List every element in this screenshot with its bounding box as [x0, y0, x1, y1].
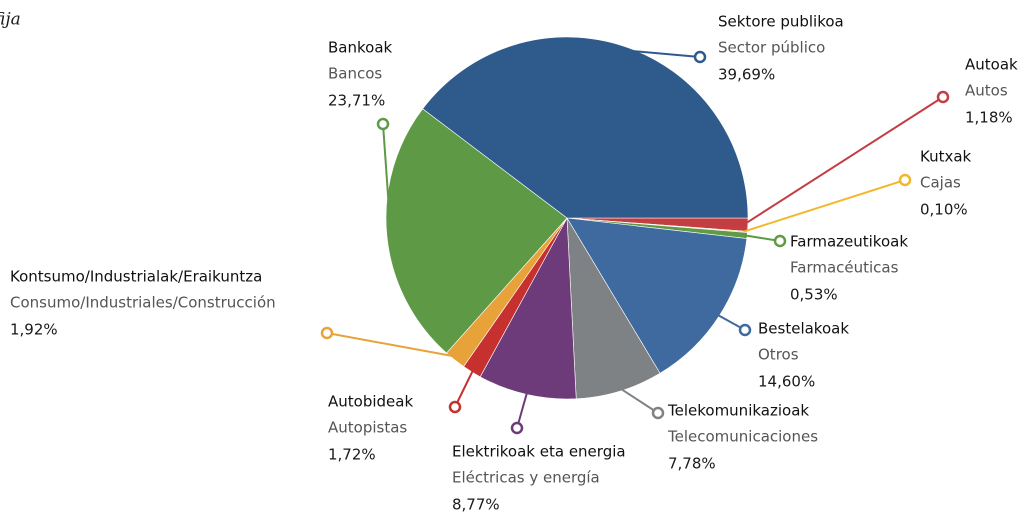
- leader-marker: [773, 234, 787, 248]
- slice-name: Autoak: [965, 56, 1018, 74]
- slice-subname: Autos: [965, 82, 1008, 100]
- slice-subname: Cajas: [920, 174, 961, 192]
- leader-marker: [376, 117, 390, 131]
- slice-value-label: 8,77%: [452, 496, 500, 513]
- leader-marker: [898, 173, 912, 187]
- slice-value-label: 23,71%: [328, 92, 385, 110]
- leader-line: [743, 96, 944, 226]
- leader-marker: [448, 400, 462, 414]
- slice-value-label: 39,69%: [718, 66, 775, 84]
- leader-marker: [510, 421, 524, 435]
- leader-marker: [651, 406, 665, 420]
- leader-marker: [738, 323, 752, 337]
- leader-line: [617, 386, 659, 414]
- pie-slice: [385, 108, 568, 354]
- slice-value-label: 0,53%: [790, 286, 838, 304]
- slice-name: Telekomunikazioak: [667, 402, 809, 420]
- leader-marker: [936, 90, 950, 104]
- leader-line: [454, 368, 475, 408]
- leader-line: [516, 390, 529, 429]
- chart-title: fija: [0, 10, 21, 30]
- leader-marker: [693, 50, 707, 64]
- slice-name: Farmazeutikoak: [790, 233, 908, 251]
- slice-name: Kutxak: [920, 148, 972, 166]
- slice-name: Kontsumo/Industrialak/Eraikuntza: [10, 268, 262, 286]
- slice-subname: Farmacéuticas: [790, 259, 899, 277]
- slice-subname: Bancos: [328, 65, 382, 83]
- slice-subname: Otros: [758, 346, 799, 364]
- slice-value-label: 1,18%: [965, 109, 1013, 127]
- slice-name: Bankoak: [328, 39, 393, 57]
- slice-subname: Sector público: [718, 39, 825, 57]
- slice-subname: Autopistas: [328, 419, 407, 437]
- slice-value-label: 1,72%: [328, 446, 376, 464]
- pie-slice: [422, 36, 749, 219]
- leader-line: [382, 123, 392, 236]
- slice-name: Bestelakoak: [758, 320, 849, 338]
- slice-value-label: 1,92%: [10, 321, 58, 339]
- leader-line: [743, 179, 906, 233]
- leader-line: [326, 332, 458, 358]
- slice-value-label: 0,10%: [920, 201, 968, 219]
- slice-name: Elektrikoak eta energia: [452, 443, 626, 461]
- slice-value-label: 7,78%: [668, 455, 716, 473]
- leader-line: [623, 49, 701, 58]
- leader-marker: [320, 326, 334, 340]
- slice-subname: Telecomunicaciones: [667, 428, 818, 446]
- slice-name: Autobideak: [328, 393, 413, 411]
- slice-subname: Consumo/Industriales/Construcción: [10, 294, 276, 312]
- slice-subname: Eléctricas y energía: [452, 469, 600, 487]
- slice-name: Sektore publikoa: [718, 13, 844, 31]
- slice-value-label: 14,60%: [758, 373, 815, 391]
